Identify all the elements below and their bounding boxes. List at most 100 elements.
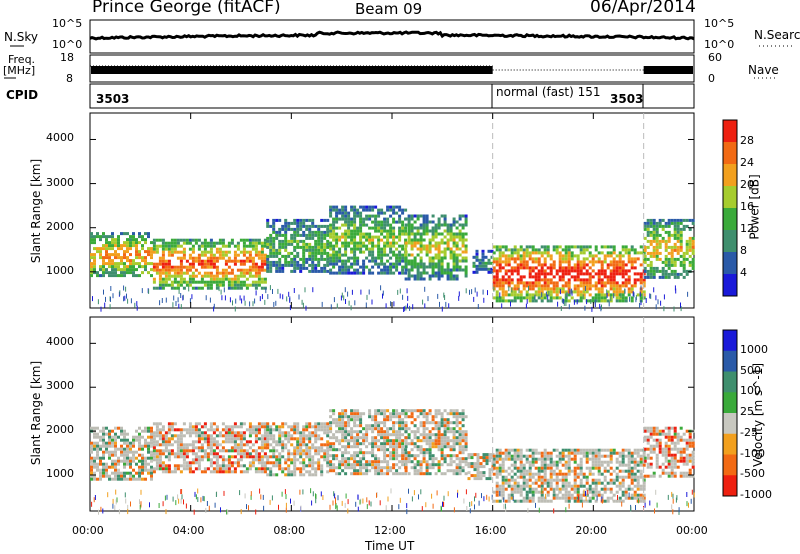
echo-cell (428, 265, 432, 269)
echo-cell (281, 263, 285, 267)
echo-cell (395, 256, 399, 260)
echo-cell (404, 442, 408, 446)
echo-cell (293, 449, 297, 453)
echo-cell (251, 247, 255, 251)
echo-cell (437, 433, 441, 437)
echo-cell (272, 224, 276, 228)
echo-cell (510, 493, 514, 497)
echo-cell (374, 442, 378, 446)
echo-cell (170, 253, 174, 257)
echo-cell (152, 247, 156, 251)
echo-cell (543, 293, 547, 297)
echo-cell (108, 438, 111, 442)
echo-cell (437, 247, 441, 251)
echo-cell (281, 431, 285, 435)
echo-cell (347, 439, 351, 443)
echo-cell (377, 463, 381, 467)
echo-cell (126, 244, 129, 248)
echo-cell (179, 440, 183, 444)
echo-cell (627, 281, 631, 285)
echo-cell (368, 412, 372, 416)
echo-cell (377, 421, 381, 425)
echo-cell (368, 250, 372, 254)
echo-cell (341, 454, 345, 458)
echo-cell (150, 474, 153, 478)
echo-cell (173, 455, 177, 459)
echo-cell (537, 472, 541, 476)
echo-cell (449, 268, 453, 272)
echo-cell (299, 461, 303, 465)
echo-cell (658, 239, 662, 243)
echo-cell (594, 493, 598, 497)
echo-cell (455, 415, 459, 419)
echo-cell (308, 248, 312, 252)
echo-cell (567, 272, 571, 276)
echo-cell (531, 472, 535, 476)
echo-cell (386, 469, 390, 473)
echo-cell (281, 242, 285, 246)
echo-cell (341, 205, 345, 209)
echo-cell (179, 428, 183, 432)
echo-cell (105, 256, 108, 260)
echo-cell (332, 271, 336, 275)
echo-cell (123, 271, 126, 275)
echo-cell (338, 217, 342, 221)
echo-cell (284, 248, 288, 252)
echo-cell (338, 415, 342, 419)
echo-cell (302, 464, 306, 468)
echo-cell (365, 223, 369, 227)
echo-cell (144, 456, 147, 460)
echo-cell (144, 429, 147, 433)
echo-cell (320, 437, 324, 441)
echo-cell (275, 455, 279, 459)
echo-cell (582, 260, 586, 264)
echo-cell (293, 455, 297, 459)
echo-cell (257, 458, 261, 462)
echo-cell (380, 466, 384, 470)
echo-cell (513, 296, 517, 300)
echo-cell (410, 460, 414, 464)
echo-cell (176, 437, 180, 441)
echo-cell (161, 286, 165, 290)
echo-cell (290, 260, 294, 264)
echo-cell (147, 447, 150, 451)
echo-cell (308, 218, 312, 222)
echo-cell (197, 256, 201, 260)
echo-cell (332, 244, 336, 248)
echo-cell (138, 453, 141, 457)
echo-cell (609, 293, 613, 297)
echo-cell (93, 432, 96, 436)
echo-cell (200, 277, 204, 281)
echo-cell (437, 424, 441, 428)
echo-cell (341, 409, 345, 413)
echo-cell (513, 481, 517, 485)
echo-cell (189, 298, 191, 304)
echo-cell (239, 295, 241, 301)
echo-cell (461, 466, 465, 470)
echo-cell (326, 218, 330, 222)
echo-cell (114, 474, 117, 478)
echo-cell (308, 254, 312, 258)
echo-cell (236, 280, 240, 284)
echo-cell (627, 257, 631, 261)
echo-cell (147, 232, 150, 236)
echo-cell (464, 430, 468, 434)
echo-cell (179, 437, 183, 441)
echo-cell (302, 431, 306, 435)
echo-cell (152, 241, 156, 245)
echo-cell (296, 227, 300, 231)
echo-cell (104, 302, 106, 308)
echo-cell (413, 238, 417, 242)
echo-cell (257, 265, 261, 269)
echo-cell (594, 463, 598, 467)
echo-cell (446, 244, 450, 248)
echo-cell (428, 250, 432, 254)
echo-cell (347, 466, 351, 470)
echo-cell (513, 266, 517, 270)
echo-cell (560, 306, 562, 311)
echo-cell (422, 232, 426, 236)
echo-cell (615, 281, 619, 285)
echo-cell (561, 260, 565, 264)
echo-cell (170, 247, 174, 251)
echo-cell (289, 305, 291, 311)
